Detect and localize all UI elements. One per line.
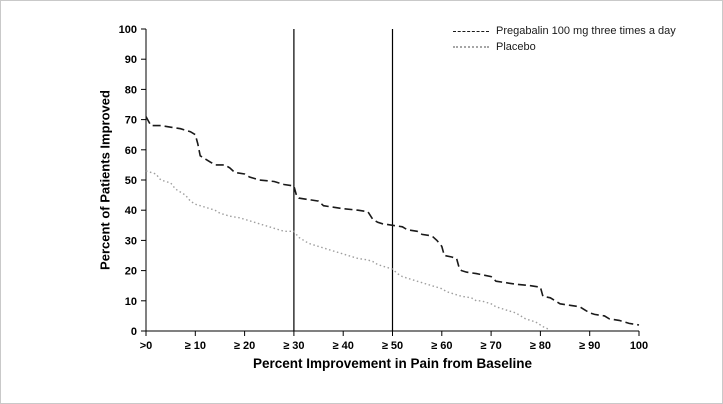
pregabalin-line-swatch-icon bbox=[453, 30, 489, 32]
x-tick-label: ≥ 30 bbox=[283, 340, 304, 352]
y-tick-label: 100 bbox=[119, 24, 137, 36]
x-tick-label: ≥ 40 bbox=[333, 340, 354, 352]
y-axis-title: Percent of Patients Improved bbox=[97, 90, 113, 270]
x-tick-label: ≥ 50 bbox=[382, 340, 403, 352]
y-tick-label: 20 bbox=[125, 266, 137, 278]
x-tick-label: >0 bbox=[140, 340, 153, 352]
series-line-1 bbox=[145, 170, 551, 331]
y-tick-label: 80 bbox=[125, 84, 137, 96]
x-tick-label: ≥ 10 bbox=[185, 340, 206, 352]
y-tick-label: 30 bbox=[125, 235, 137, 247]
placebo-line-swatch-icon bbox=[453, 46, 489, 48]
x-tick-label: ≥ 70 bbox=[480, 340, 501, 352]
x-axis-title: Percent Improvement in Pain from Baselin… bbox=[252, 356, 533, 371]
x-tick-label: ≥ 90 bbox=[579, 340, 600, 352]
y-tick-label: 90 bbox=[125, 54, 137, 66]
y-tick-label: 40 bbox=[125, 205, 137, 217]
x-tick-label: 100 bbox=[630, 340, 648, 352]
y-tick-label: 10 bbox=[125, 296, 137, 308]
y-tick-label: 70 bbox=[125, 115, 137, 127]
legend-item-placebo: Placebo bbox=[453, 39, 676, 55]
legend-label-placebo: Placebo bbox=[496, 41, 536, 53]
chart-legend: Pregabalin 100 mg three times a day Plac… bbox=[453, 23, 676, 55]
series-line-0 bbox=[145, 116, 640, 326]
x-tick-label: ≥ 80 bbox=[530, 340, 551, 352]
y-tick-label: 60 bbox=[125, 145, 137, 157]
y-tick-label: 0 bbox=[131, 326, 137, 338]
legend-label-pregabalin: Pregabalin 100 mg three times a day bbox=[496, 25, 676, 37]
x-tick-label: ≥ 60 bbox=[431, 340, 452, 352]
x-tick-label: ≥ 20 bbox=[234, 340, 255, 352]
y-tick-label: 50 bbox=[125, 175, 137, 187]
legend-item-pregabalin: Pregabalin 100 mg three times a day bbox=[453, 23, 676, 39]
